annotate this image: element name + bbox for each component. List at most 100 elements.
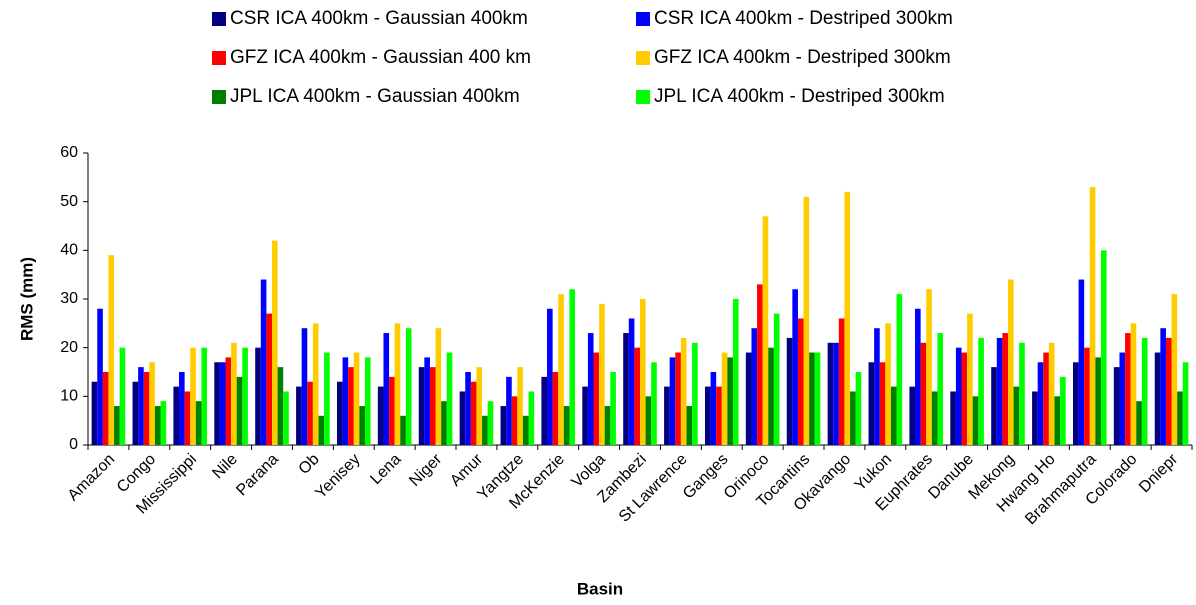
- bar: [184, 391, 191, 445]
- bar: [283, 391, 289, 445]
- bar: [1165, 337, 1172, 445]
- bar: [634, 347, 640, 445]
- bar: [102, 372, 109, 445]
- y-tick-label: 0: [69, 436, 78, 453]
- bar: [885, 323, 891, 445]
- y-tick-label: 40: [60, 242, 78, 259]
- bar: [132, 381, 139, 445]
- legend-label: CSR ICA 400km - Gaussian 400km: [230, 8, 528, 29]
- bar: [868, 362, 875, 445]
- bar: [640, 299, 646, 445]
- bar: [277, 367, 284, 445]
- bar: [1171, 294, 1178, 445]
- bar: [745, 352, 752, 445]
- bar: [296, 386, 302, 445]
- bar: [1048, 342, 1055, 445]
- bar: [558, 294, 564, 445]
- x-tick-label: Ob: [296, 451, 323, 478]
- bar: [1100, 250, 1107, 445]
- bar: [569, 289, 576, 445]
- bar: [651, 362, 657, 445]
- legend-swatch: [212, 12, 226, 26]
- bar: [476, 367, 483, 445]
- bar: [610, 372, 616, 445]
- bar: [1160, 328, 1166, 445]
- bar: [623, 333, 629, 445]
- bar: [429, 367, 436, 445]
- bar: [336, 381, 343, 445]
- legend-swatch: [636, 90, 650, 104]
- bar: [915, 308, 921, 445]
- bar: [260, 279, 267, 445]
- bar: [920, 342, 927, 445]
- legend-label: GFZ ICA 400km - Gaussian 400 km: [230, 47, 531, 68]
- bar: [418, 367, 425, 445]
- bar: [541, 376, 548, 445]
- bar: [710, 372, 717, 445]
- bar: [792, 289, 798, 445]
- y-tick-label: 30: [60, 290, 78, 307]
- bar: [506, 376, 512, 445]
- bar: [593, 352, 600, 445]
- bar: [814, 352, 821, 445]
- bar: [242, 347, 248, 445]
- legend-swatch: [636, 51, 650, 65]
- bar: [389, 376, 395, 445]
- bar: [435, 328, 442, 445]
- bar: [364, 357, 371, 445]
- bar: [675, 352, 681, 445]
- bar: [482, 415, 488, 445]
- bar: [704, 386, 711, 445]
- bar: [582, 386, 588, 445]
- legend-swatch: [212, 51, 226, 65]
- y-tick-label: 60: [60, 144, 78, 161]
- bar: [138, 367, 144, 445]
- bar: [604, 406, 611, 445]
- y-tick-label: 50: [60, 193, 78, 210]
- x-tick-label: Yenisey: [312, 451, 363, 502]
- bar: [827, 342, 834, 445]
- bar: [1037, 362, 1044, 445]
- bar: [967, 313, 973, 445]
- bar: [190, 347, 196, 445]
- x-tick-label: Dniepr: [1136, 450, 1182, 496]
- bar: [1141, 337, 1148, 445]
- bar: [879, 362, 886, 445]
- bar: [1084, 347, 1090, 445]
- bar: [470, 381, 477, 445]
- bar: [231, 342, 237, 445]
- bar: [978, 337, 984, 445]
- bar: [1154, 352, 1161, 445]
- bar: [394, 323, 401, 445]
- legend-swatch: [212, 90, 226, 104]
- bar: [179, 372, 185, 445]
- bar: [680, 337, 687, 445]
- bar: [896, 294, 903, 445]
- bar: [961, 352, 968, 445]
- bar: [266, 313, 272, 445]
- bar: [236, 376, 243, 445]
- bar: [797, 318, 804, 445]
- bar: [400, 415, 406, 445]
- bar: [160, 401, 167, 445]
- bar: [517, 367, 523, 445]
- bar: [154, 406, 161, 445]
- bar: [511, 396, 518, 445]
- bar: [599, 303, 605, 445]
- bar: [114, 406, 120, 445]
- bar: [1078, 279, 1085, 445]
- bar: [768, 347, 774, 445]
- bar: [1060, 376, 1066, 445]
- bar: [1013, 386, 1020, 445]
- bar: [833, 342, 839, 445]
- bar: [645, 396, 652, 445]
- bar: [874, 328, 880, 445]
- bar: [587, 333, 594, 445]
- bar: [1177, 391, 1183, 445]
- bar: [324, 352, 330, 445]
- bar: [348, 367, 354, 445]
- bar: [757, 284, 763, 445]
- bar: [1089, 187, 1096, 446]
- y-axis-label: RMS (mm): [17, 257, 36, 341]
